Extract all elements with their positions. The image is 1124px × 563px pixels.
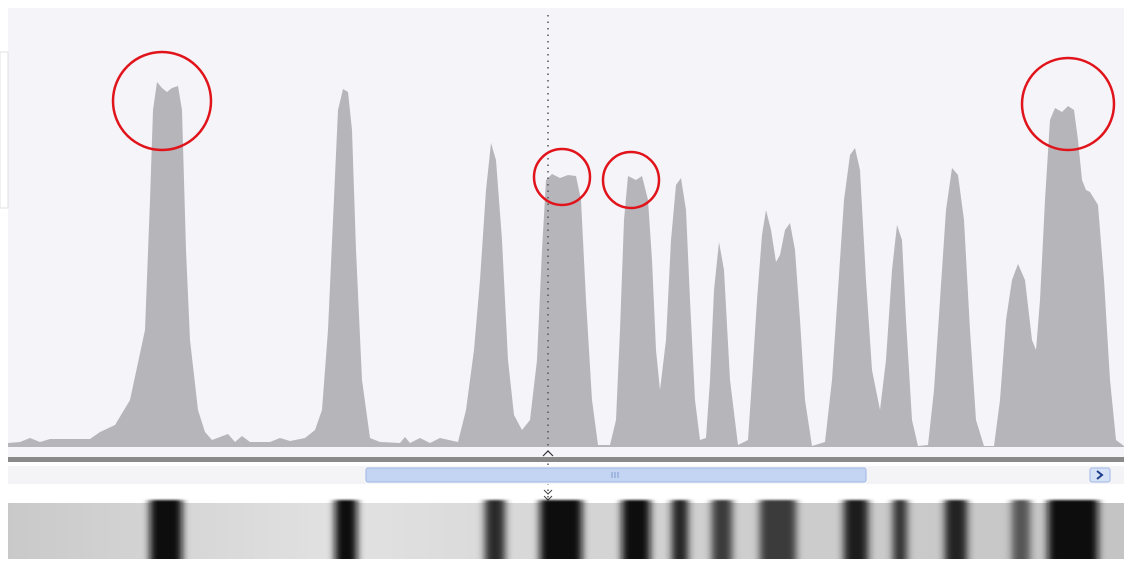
scrollbar-grip (611, 472, 619, 478)
gel-band (622, 500, 650, 562)
gel-band (945, 500, 967, 562)
gel-band (335, 500, 357, 562)
highlight-circle (1020, 56, 1116, 152)
highlight-circle (111, 50, 213, 152)
gel-band (150, 500, 182, 562)
splitter-handle[interactable] (542, 450, 554, 457)
gel-band (760, 500, 796, 562)
highlight-circle (601, 150, 661, 210)
highlight-circle (532, 147, 592, 207)
side-tab (0, 51, 9, 209)
scrollbar-thumb[interactable] (365, 467, 867, 483)
scroll-right-button[interactable] (1089, 467, 1111, 483)
gel-band (844, 500, 868, 562)
gel-band (540, 500, 582, 562)
gel-band (893, 500, 907, 562)
lane-handle[interactable] (543, 489, 553, 501)
gel-band (672, 500, 688, 562)
gel-bands (150, 500, 1098, 562)
gel-band (1012, 500, 1030, 562)
splitter[interactable] (8, 457, 1124, 462)
gel-band (485, 500, 505, 562)
scroll-right-arrow (1096, 470, 1104, 480)
intensity-profile (8, 82, 1124, 447)
gel-band (712, 500, 732, 562)
gel-band (1048, 500, 1098, 562)
